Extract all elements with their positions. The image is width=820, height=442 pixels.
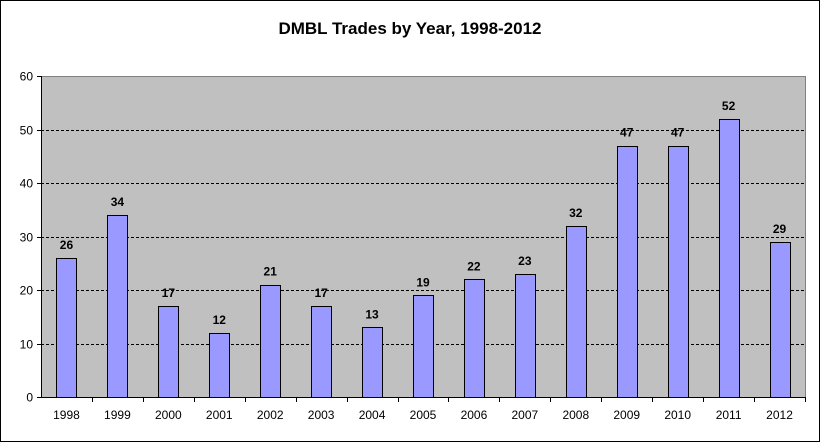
bar-2010 (668, 146, 689, 398)
data-label: 34 (111, 195, 125, 209)
x-tick-label: 2009 (613, 408, 640, 422)
x-tick-label: 2000 (155, 408, 182, 422)
data-label: 19 (416, 275, 430, 289)
x-tick-label: 2010 (664, 408, 691, 422)
y-tick-label: 50 (20, 124, 34, 138)
bar-2000 (158, 306, 179, 398)
bar-1999 (107, 215, 128, 398)
y-tick-label: 10 (20, 338, 34, 352)
x-tick-label: 2012 (766, 408, 793, 422)
y-tick-label: 30 (20, 231, 34, 245)
x-tick-label: 2006 (461, 408, 488, 422)
x-tick-label: 2003 (308, 408, 335, 422)
x-tick-label: 2002 (257, 408, 284, 422)
x-tick-label: 2004 (359, 408, 386, 422)
x-tick-label: 2008 (562, 408, 589, 422)
y-tick-label: 40 (20, 177, 34, 191)
data-label: 23 (518, 254, 532, 268)
x-tick-label: 1998 (53, 408, 80, 422)
data-label: 22 (467, 259, 481, 273)
bar-2012 (770, 242, 791, 398)
chart-title: DMBL Trades by Year, 1998-2012 (278, 19, 542, 38)
data-label: 47 (671, 126, 685, 140)
data-label: 21 (264, 265, 278, 279)
axes (37, 76, 806, 402)
data-label: 12 (213, 313, 227, 327)
bar-2004 (362, 327, 383, 398)
y-tick-label: 0 (26, 391, 33, 405)
x-axis-tick-labels: 1998 1999 2000 2001 2002 2003 2004 2005 2006 2007… (53, 408, 793, 422)
data-label: 52 (722, 99, 736, 113)
data-labels: 26 34 17 12 21 17 13 19 22 23 32 47 47 52 29 (60, 99, 787, 327)
bar-2002 (260, 285, 281, 398)
bar-1998 (56, 258, 77, 398)
x-tick-label: 2011 (716, 408, 742, 422)
data-label: 26 (60, 238, 74, 252)
data-label: 29 (773, 222, 787, 236)
data-label: 13 (365, 307, 379, 321)
data-label: 17 (314, 286, 328, 300)
data-label: 47 (620, 126, 634, 140)
y-tick-label: 20 (20, 284, 34, 298)
data-label: 17 (162, 286, 176, 300)
bar-2007 (515, 274, 536, 398)
bars (56, 119, 791, 398)
bar-2011 (719, 119, 740, 398)
x-tick-label: 2007 (512, 408, 539, 422)
y-tick-label: 60 (20, 70, 34, 84)
bar-2005 (413, 295, 434, 398)
bar-2001 (209, 333, 230, 398)
data-label: 32 (569, 206, 583, 220)
x-tick-label: 1999 (104, 408, 131, 422)
bar-2006 (464, 279, 485, 398)
x-tick-label: 2001 (206, 408, 233, 422)
y-axis-tick-labels: 0 10 20 30 40 50 60 (20, 70, 34, 405)
bar-2003 (311, 306, 332, 398)
x-tick-label: 2005 (410, 408, 437, 422)
bar-2008 (566, 226, 587, 398)
bar-2009 (617, 146, 638, 398)
